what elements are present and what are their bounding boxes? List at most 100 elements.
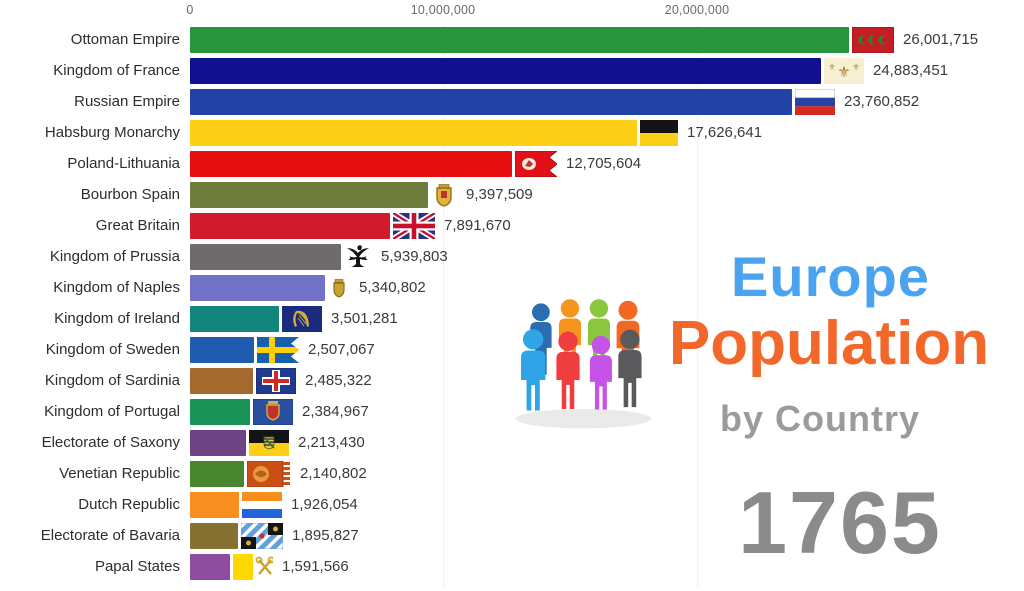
people-group-icon bbox=[515, 299, 652, 429]
flag-kingdom-of-portugal-icon bbox=[253, 399, 293, 425]
person-icon bbox=[618, 329, 642, 408]
country-label: Kingdom of Prussia bbox=[49, 248, 180, 265]
population-bar bbox=[190, 461, 244, 487]
chart-row: Ottoman Empire 26,001,715 bbox=[0, 27, 1024, 53]
flag-ottoman-empire-icon bbox=[852, 27, 894, 53]
chart-row: Bourbon Spain 9,397,509 bbox=[0, 182, 1024, 208]
chart-row: Kingdom of Naples 5,340,802 bbox=[0, 275, 1024, 301]
value-label: 1,591,566 bbox=[282, 558, 349, 575]
flag-kingdom-of-sardinia-icon bbox=[256, 368, 296, 394]
gridline-0 bbox=[190, 22, 191, 587]
value-label: 2,213,430 bbox=[298, 434, 365, 451]
population-bar bbox=[190, 337, 254, 363]
country-label: Bourbon Spain bbox=[80, 186, 180, 203]
country-label: Ottoman Empire bbox=[70, 31, 180, 48]
flag-dutch-republic-icon bbox=[242, 492, 282, 518]
value-label: 2,384,967 bbox=[302, 403, 369, 420]
country-label: Kingdom of Sardinia bbox=[44, 372, 180, 389]
population-bar bbox=[190, 27, 849, 53]
chart-row: Electorate of Bavaria 1,895,827 bbox=[0, 523, 1024, 549]
flag-venetian-republic-icon bbox=[247, 461, 291, 487]
chart-row: Kingdom of France ⚜ ⚜ ⚜ 24,883,451 bbox=[0, 58, 1024, 84]
population-bar bbox=[190, 399, 250, 425]
chart-row: Kingdom of Sweden 2,507,067 bbox=[0, 337, 1024, 363]
population-bar bbox=[190, 120, 637, 146]
gridline-20m bbox=[697, 22, 698, 587]
year-label: 1765 bbox=[738, 473, 942, 572]
population-bar bbox=[190, 554, 230, 580]
flag-russian-empire-icon bbox=[795, 89, 835, 115]
flag-kingdom-of-sweden-icon bbox=[257, 337, 299, 363]
population-bar bbox=[190, 523, 238, 549]
population-bar bbox=[190, 213, 390, 239]
chart-row: Kingdom of Sardinia 2,485,322 bbox=[0, 368, 1024, 394]
chart-row: Electorate of Saxony 2,213,430 bbox=[0, 430, 1024, 456]
value-label: 26,001,715 bbox=[903, 31, 979, 48]
country-label: Kingdom of Sweden bbox=[45, 341, 180, 358]
population-bar bbox=[190, 430, 246, 456]
value-label: 23,760,852 bbox=[844, 93, 920, 110]
population-bar bbox=[190, 275, 325, 301]
value-label: 5,939,803 bbox=[381, 248, 448, 265]
population-bar bbox=[190, 368, 253, 394]
population-bar bbox=[190, 182, 428, 208]
flag-bourbon-spain-icon bbox=[431, 182, 457, 208]
axis-tick-10m: 10,000,000 bbox=[410, 3, 476, 17]
country-label: Russian Empire bbox=[74, 93, 180, 110]
population-bar bbox=[190, 492, 239, 518]
person-icon bbox=[520, 329, 546, 411]
chart-row: Poland-Lithuania 12,705,604 bbox=[0, 151, 1024, 177]
flag-poland-lithuania-icon bbox=[515, 151, 557, 177]
chart-row: Papal States 1,591,566 bbox=[0, 554, 1024, 580]
flag-electorate-of-saxony-icon bbox=[249, 430, 289, 456]
value-label: 2,507,067 bbox=[308, 341, 375, 358]
chart-row: Habsburg Monarchy 17,626,641 bbox=[0, 120, 1024, 146]
country-label: Kingdom of Portugal bbox=[44, 403, 180, 420]
svg-text:⚜: ⚜ bbox=[828, 63, 836, 73]
value-label: 2,140,802 bbox=[300, 465, 367, 482]
svg-text:⚜: ⚜ bbox=[837, 63, 850, 81]
axis-tick-0: 0 bbox=[186, 3, 194, 17]
value-label: 17,626,641 bbox=[687, 124, 763, 141]
value-label: 1,926,054 bbox=[291, 496, 358, 513]
chart-row: Kingdom of Portugal 2,384,967 bbox=[0, 399, 1024, 425]
chart-row: Venetian Republic 2,140,802 bbox=[0, 461, 1024, 487]
country-label: Electorate of Saxony bbox=[41, 434, 180, 451]
value-label: 7,891,670 bbox=[444, 217, 511, 234]
person-icon bbox=[589, 335, 612, 410]
axis-tick-20m: 20,000,000 bbox=[664, 3, 730, 17]
population-bar bbox=[190, 306, 279, 332]
value-label: 5,340,802 bbox=[359, 279, 426, 296]
value-label: 24,883,451 bbox=[873, 62, 949, 79]
chart-row: Kingdom of Ireland 3,501,281 bbox=[0, 306, 1024, 332]
country-label: Dutch Republic bbox=[78, 496, 180, 513]
flag-electorate-of-bavaria-icon bbox=[241, 523, 283, 549]
country-label: Electorate of Bavaria bbox=[40, 527, 180, 544]
flag-kingdom-of-france-icon: ⚜ ⚜ ⚜ bbox=[824, 58, 864, 84]
population-bar bbox=[190, 151, 512, 177]
country-label: Venetian Republic bbox=[59, 465, 180, 482]
country-label: Great Britain bbox=[95, 217, 180, 234]
population-bar bbox=[190, 58, 821, 84]
chart-row: Dutch Republic 1,926,054 bbox=[0, 492, 1024, 518]
country-label: Habsburg Monarchy bbox=[44, 124, 180, 141]
person-icon bbox=[556, 331, 580, 410]
country-label: Kingdom of France bbox=[53, 62, 180, 79]
flag-kingdom-of-naples-icon bbox=[328, 275, 350, 301]
svg-text:⚜: ⚜ bbox=[852, 63, 860, 73]
flag-habsburg-monarchy-icon bbox=[640, 120, 678, 146]
country-label: Poland-Lithuania bbox=[67, 155, 180, 172]
value-label: 3,501,281 bbox=[331, 310, 398, 327]
title-population: Population bbox=[668, 309, 990, 378]
value-label: 2,485,322 bbox=[305, 372, 372, 389]
country-label: Papal States bbox=[94, 558, 180, 575]
title-subtitle: by Country bbox=[719, 398, 920, 439]
flag-kingdom-of-prussia-icon bbox=[344, 244, 372, 270]
flag-papal-states-icon bbox=[233, 554, 273, 580]
country-label: Kingdom of Naples bbox=[53, 279, 180, 296]
population-bar bbox=[190, 244, 341, 270]
chart-row: Great Britain 7,891,670 bbox=[0, 213, 1024, 239]
title-europe: Europe bbox=[731, 245, 930, 308]
value-label: 12,705,604 bbox=[566, 155, 642, 172]
